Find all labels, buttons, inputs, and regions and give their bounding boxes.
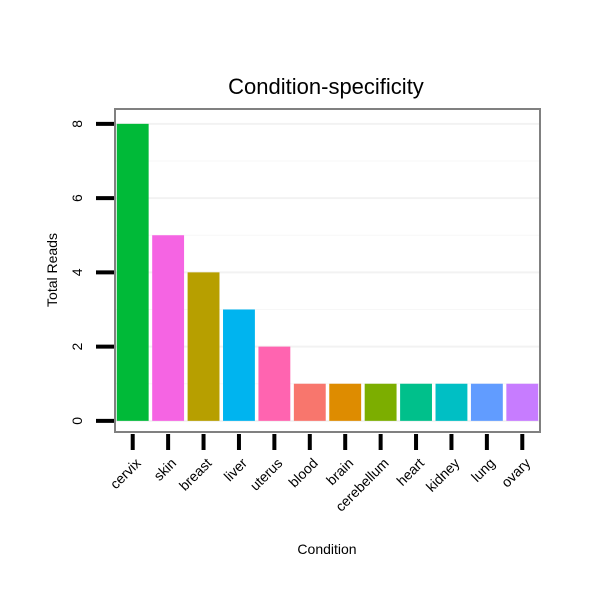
y-axis: 0 2 4 6 8 [69, 120, 114, 425]
y-tick-label: 8 [69, 120, 85, 128]
y-axis-label: Total Reads [44, 233, 60, 307]
bar-kidney [435, 383, 468, 421]
x-tick-label: breast [176, 455, 215, 494]
y-tick-label: 0 [69, 417, 85, 425]
bar-blood [293, 383, 326, 421]
bar-breast [187, 272, 220, 421]
x-tick-label: skin [150, 455, 179, 484]
x-tick-label: uterus [247, 455, 286, 494]
plot-panel-border [114, 108, 541, 433]
bars [116, 123, 539, 421]
grid-lines [115, 122, 540, 422]
bar-skin [152, 235, 185, 421]
bar-cerebellum [364, 383, 397, 421]
x-tick-label: kidney [423, 455, 463, 495]
bar-heart [400, 383, 432, 421]
y-tick-label: 2 [69, 343, 85, 351]
bar-brain [329, 383, 362, 421]
bar-liver [223, 309, 255, 421]
y-tick-label: 6 [69, 194, 85, 202]
x-axis-label: Condition [297, 541, 356, 557]
x-tick-label: liver [221, 455, 251, 485]
bar-ovary [506, 383, 539, 421]
bar-lung [470, 383, 503, 421]
x-tick-label: ovary [498, 455, 534, 491]
bar-uterus [258, 346, 291, 421]
x-tick-label: blood [285, 455, 321, 491]
chart-title: Condition-specificity [228, 74, 424, 99]
bar-cervix [116, 123, 149, 421]
x-tick-label: cervix [107, 455, 144, 492]
x-tick-label: lung [468, 455, 498, 485]
y-tick-label: 4 [69, 268, 85, 276]
